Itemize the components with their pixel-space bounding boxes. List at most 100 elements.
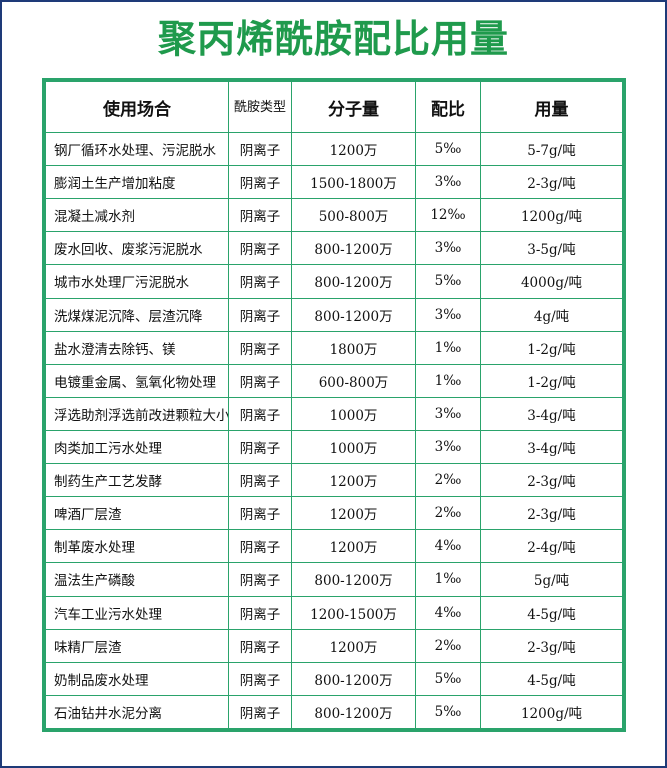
cell-molecular-weight: 800-1200万: [291, 661, 416, 696]
cell-type: 阴离子: [228, 595, 292, 630]
cell-type: 阴离子: [228, 496, 292, 531]
cell-dosage: 4g/吨: [480, 297, 623, 332]
cell-type: 阴离子: [228, 429, 292, 465]
table-row: 奶制品废水处理 阴离子 800-1200万 5‰ 4-5g/吨: [45, 661, 623, 696]
cell-type: 阴离子: [228, 330, 292, 365]
cell-dosage: 2-3g/吨: [480, 496, 623, 531]
cell-ratio: 3‰: [415, 165, 481, 200]
page-title: 聚丙烯酰胺配比用量: [157, 16, 509, 61]
table-row: 啤酒厂层渣 阴离子 1200万 2‰ 2-3g/吨: [45, 496, 623, 531]
cell-type: 阴离子: [228, 131, 292, 167]
header-ratio: 配比: [415, 81, 481, 133]
cell-ratio: 5‰: [415, 264, 481, 299]
cell-usage: 浮选助剂浮选前改进颗粒大小: [45, 396, 229, 431]
header-usage: 使用场合: [45, 81, 229, 133]
table-row: 石油钻井水泥分离 阴离子 800-1200万 5‰ 1200g/吨: [45, 694, 623, 730]
table-row: 汽车工业污水处理 阴离子 1200-1500万 4‰ 4-5g/吨: [45, 595, 623, 630]
cell-usage: 盐水澄清去除钙、镁: [45, 330, 229, 365]
cell-molecular-weight: 1000万: [291, 396, 416, 431]
cell-molecular-weight: 500-800万: [291, 198, 416, 233]
table-row: 盐水澄清去除钙、镁 阴离子 1800万 1‰ 1-2g/吨: [45, 330, 623, 365]
cell-type: 阴离子: [228, 264, 292, 299]
cell-type: 阴离子: [228, 297, 292, 332]
cell-usage: 奶制品废水处理: [45, 661, 229, 696]
cell-ratio: 4‰: [415, 529, 481, 564]
cell-usage: 混凝土减水剂: [45, 198, 229, 233]
cell-usage: 洗煤煤泥沉降、层渣沉降: [45, 297, 229, 332]
cell-usage: 汽车工业污水处理: [45, 595, 229, 630]
cell-usage: 废水回收、废浆污泥脱水: [45, 231, 229, 266]
cell-molecular-weight: 1200万: [291, 131, 416, 167]
header-dosage: 用量: [480, 81, 623, 133]
cell-dosage: 1200g/吨: [480, 694, 623, 730]
cell-type: 阴离子: [228, 165, 292, 200]
cell-dosage: 1-2g/吨: [480, 363, 623, 398]
cell-usage: 制革废水处理: [45, 529, 229, 564]
cell-ratio: 5‰: [415, 131, 481, 167]
table-row: 废水回收、废浆污泥脱水 阴离子 800-1200万 3‰ 3-5g/吨: [45, 231, 623, 266]
cell-ratio: 12‰: [415, 198, 481, 233]
table-row: 温法生产磷酸 阴离子 800-1200万 1‰ 5g/吨: [45, 562, 623, 597]
header-type: 酰胺类型: [228, 81, 292, 133]
cell-type: 阴离子: [228, 396, 292, 431]
cell-dosage: 2-3g/吨: [480, 628, 623, 663]
dosage-table-container: 使用场合 酰胺类型 分子量 配比 用量 钢厂循环水处理、污泥脱水 阴离子 1200万…: [42, 78, 626, 732]
cell-molecular-weight: 1800万: [291, 330, 416, 365]
cell-type: 阴离子: [228, 363, 292, 398]
cell-ratio: 4‰: [415, 595, 481, 630]
cell-ratio: 1‰: [415, 562, 481, 597]
cell-dosage: 4-5g/吨: [480, 661, 623, 696]
table-row: 肉类加工污水处理 阴离子 1000万 3‰ 3-4g/吨: [45, 429, 623, 465]
table-row: 洗煤煤泥沉降、层渣沉降 阴离子 800-1200万 3‰ 4g/吨: [45, 297, 623, 332]
cell-molecular-weight: 800-1200万: [291, 297, 416, 332]
cell-ratio: 2‰: [415, 463, 481, 498]
cell-type: 阴离子: [228, 231, 292, 266]
cell-usage: 味精厂层渣: [45, 628, 229, 663]
table-row: 制革废水处理 阴离子 1200万 4‰ 2-4g/吨: [45, 529, 623, 564]
cell-usage: 温法生产磷酸: [45, 562, 229, 597]
cell-molecular-weight: 1200万: [291, 529, 416, 564]
cell-dosage: 1-2g/吨: [480, 330, 623, 365]
cell-type: 阴离子: [228, 463, 292, 498]
cell-molecular-weight: 1000万: [291, 429, 416, 465]
cell-dosage: 2-3g/吨: [480, 463, 623, 498]
cell-ratio: 3‰: [415, 231, 481, 266]
cell-usage: 石油钻井水泥分离: [45, 694, 229, 730]
cell-molecular-weight: 600-800万: [291, 363, 416, 398]
cell-ratio: 1‰: [415, 330, 481, 365]
cell-ratio: 3‰: [415, 297, 481, 332]
cell-dosage: 5g/吨: [480, 562, 623, 597]
cell-type: 阴离子: [228, 661, 292, 696]
cell-molecular-weight: 1200万: [291, 496, 416, 531]
header-molecular-weight: 分子量: [291, 81, 416, 133]
cell-type: 阴离子: [228, 628, 292, 663]
cell-usage: 肉类加工污水处理: [45, 429, 229, 465]
cell-ratio: 3‰: [415, 396, 481, 431]
cell-ratio: 5‰: [415, 694, 481, 730]
cell-dosage: 4000g/吨: [480, 264, 623, 299]
cell-type: 阴离子: [228, 562, 292, 597]
cell-usage: 钢厂循环水处理、污泥脱水: [45, 131, 229, 167]
cell-type: 阴离子: [228, 198, 292, 233]
table-header-row: 使用场合 酰胺类型 分子量 配比 用量: [45, 81, 623, 133]
cell-molecular-weight: 800-1200万: [291, 264, 416, 299]
cell-dosage: 2-3g/吨: [480, 165, 623, 200]
cell-dosage: 3-4g/吨: [480, 429, 623, 465]
cell-dosage: 1200g/吨: [480, 198, 623, 233]
cell-molecular-weight: 800-1200万: [291, 562, 416, 597]
cell-dosage: 3-5g/吨: [480, 231, 623, 266]
cell-molecular-weight: 1200-1500万: [291, 595, 416, 630]
cell-type: 阴离子: [228, 529, 292, 564]
cell-usage: 电镀重金属、氢氧化物处理: [45, 363, 229, 398]
cell-ratio: 2‰: [415, 628, 481, 663]
table-row: 城市水处理厂污泥脱水 阴离子 800-1200万 5‰ 4000g/吨: [45, 264, 623, 299]
table-row: 膨润土生产增加粘度 阴离子 1500-1800万 3‰ 2-3g/吨: [45, 165, 623, 200]
table-row: 钢厂循环水处理、污泥脱水 阴离子 1200万 5‰ 5-7g/吨: [45, 131, 623, 167]
cell-ratio: 5‰: [415, 661, 481, 696]
cell-dosage: 2-4g/吨: [480, 529, 623, 564]
cell-usage: 膨润土生产增加粘度: [45, 165, 229, 200]
cell-molecular-weight: 1200万: [291, 628, 416, 663]
cell-dosage: 5-7g/吨: [480, 131, 623, 167]
cell-usage: 城市水处理厂污泥脱水: [45, 264, 229, 299]
